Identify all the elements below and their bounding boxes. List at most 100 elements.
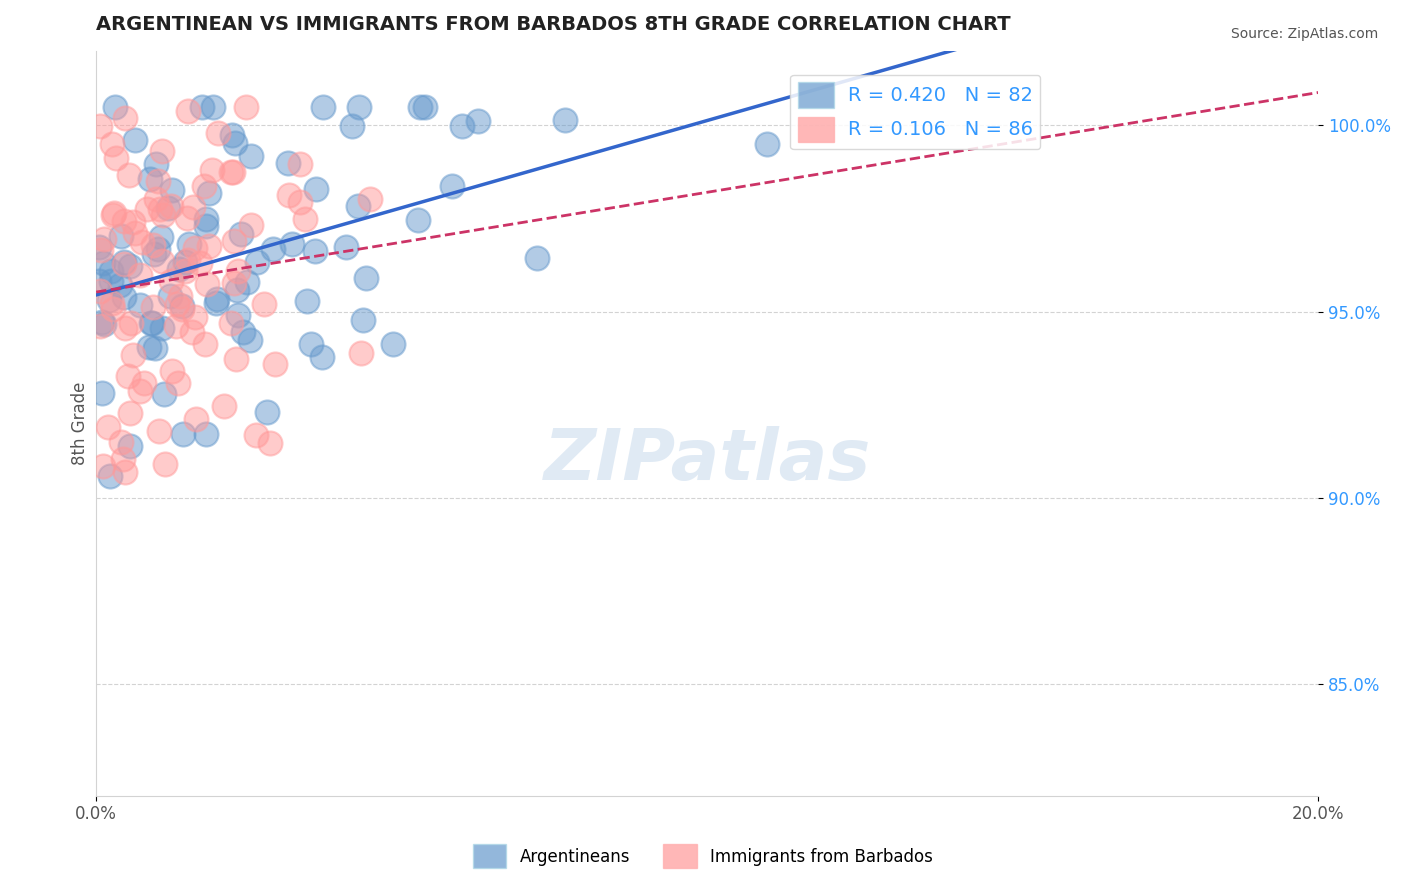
- Point: [146, 242, 169, 256]
- Point: [304, 244, 326, 258]
- Point: [112, 257, 135, 271]
- Point: [152, 386, 174, 401]
- Point: [96, 420, 118, 434]
- Point: [179, 237, 201, 252]
- Point: [176, 104, 198, 119]
- Point: [91, 386, 114, 401]
- Point: [114, 111, 136, 125]
- Point: [153, 457, 176, 471]
- Point: [150, 229, 173, 244]
- Text: ZIPatlas: ZIPatlas: [544, 426, 870, 495]
- Point: [150, 254, 173, 268]
- Point: [346, 199, 368, 213]
- Point: [239, 334, 262, 348]
- Point: [104, 100, 127, 114]
- Point: [245, 427, 267, 442]
- Point: [288, 195, 311, 210]
- Point: [114, 321, 136, 335]
- Point: [139, 316, 162, 330]
- Point: [288, 157, 311, 171]
- Point: [409, 100, 432, 114]
- Point: [100, 296, 122, 310]
- Point: [120, 406, 142, 420]
- Point: [229, 227, 252, 241]
- Point: [101, 136, 124, 151]
- Point: [311, 350, 333, 364]
- Point: [89, 239, 111, 253]
- Point: [112, 255, 135, 269]
- Point: [221, 128, 243, 142]
- Point: [167, 376, 190, 390]
- Point: [152, 208, 174, 222]
- Point: [122, 215, 145, 229]
- Point: [170, 299, 193, 313]
- Point: [160, 199, 183, 213]
- Point: [312, 100, 335, 114]
- Point: [165, 318, 187, 333]
- Point: [162, 183, 184, 197]
- Point: [194, 336, 217, 351]
- Point: [156, 201, 179, 215]
- Point: [294, 211, 316, 226]
- Point: [110, 435, 132, 450]
- Point: [226, 264, 249, 278]
- Point: [194, 427, 217, 442]
- Point: [239, 149, 262, 163]
- Point: [212, 399, 235, 413]
- Point: [120, 317, 142, 331]
- Point: [207, 292, 229, 306]
- Point: [118, 439, 141, 453]
- Point: [190, 256, 212, 270]
- Point: [202, 100, 225, 114]
- Point: [224, 136, 246, 151]
- Point: [145, 157, 167, 171]
- Point: [467, 113, 489, 128]
- Point: [169, 289, 191, 303]
- Point: [450, 119, 472, 133]
- Text: ARGENTINEAN VS IMMIGRANTS FROM BARBADOS 8TH GRADE CORRELATION CHART: ARGENTINEAN VS IMMIGRANTS FROM BARBADOS …: [96, 15, 1011, 34]
- Point: [100, 274, 122, 288]
- Legend: R = 0.420   N = 82, R = 0.106   N = 86: R = 0.420 N = 82, R = 0.106 N = 86: [790, 75, 1040, 149]
- Point: [253, 297, 276, 311]
- Legend: Argentineans, Immigrants from Barbados: Argentineans, Immigrants from Barbados: [467, 838, 939, 875]
- Point: [256, 404, 278, 418]
- Point: [89, 285, 111, 299]
- Point: [110, 228, 132, 243]
- Point: [104, 151, 127, 165]
- Point: [120, 260, 142, 274]
- Point: [101, 302, 124, 317]
- Point: [219, 316, 242, 330]
- Point: [382, 337, 405, 351]
- Point: [526, 251, 548, 265]
- Point: [413, 100, 436, 114]
- Point: [131, 235, 153, 249]
- Point: [114, 465, 136, 479]
- Point: [91, 458, 114, 473]
- Point: [148, 424, 170, 438]
- Point: [352, 313, 374, 327]
- Point: [190, 100, 212, 114]
- Point: [198, 238, 221, 252]
- Point: [91, 315, 114, 329]
- Point: [91, 256, 114, 270]
- Point: [124, 133, 146, 147]
- Point: [195, 219, 218, 233]
- Point: [149, 202, 172, 216]
- Point: [340, 120, 363, 134]
- Point: [93, 317, 115, 331]
- Point: [112, 452, 135, 467]
- Point: [335, 240, 357, 254]
- Point: [299, 337, 322, 351]
- Point: [141, 316, 163, 330]
- Point: [222, 234, 245, 248]
- Point: [89, 274, 111, 288]
- Text: Source: ZipAtlas.com: Source: ZipAtlas.com: [1230, 27, 1378, 41]
- Point: [225, 352, 247, 367]
- Point: [174, 264, 197, 278]
- Point: [359, 192, 381, 206]
- Point: [347, 100, 370, 114]
- Point: [204, 296, 226, 310]
- Y-axis label: 8th Grade: 8th Grade: [72, 382, 89, 465]
- Point: [197, 277, 219, 292]
- Point: [90, 244, 112, 258]
